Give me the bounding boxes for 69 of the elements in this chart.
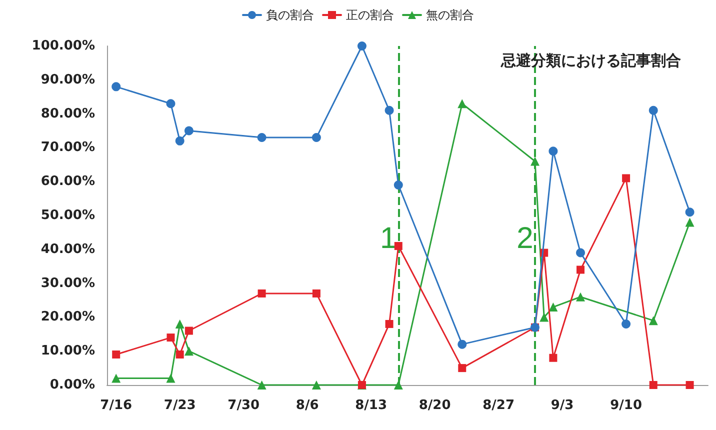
point [257,133,266,142]
point [257,380,266,390]
point [166,99,176,108]
point [175,319,184,328]
legend-label: 無の割合 [426,8,474,22]
y-tick-label: 0.00% [50,378,95,392]
x-tick-label: 8/20 [418,398,451,413]
legend-label: 正の割合 [346,8,394,22]
x-tick-label: 9/3 [550,398,574,413]
point [394,242,402,250]
point [548,302,558,312]
y-tick-label: 70.00% [40,140,95,156]
x-tick-label: 7/30 [228,398,260,413]
point [648,106,658,115]
point [357,42,366,50]
point [385,320,394,328]
x-tick-label: 8/13 [355,398,388,413]
x-tick-label: 8/6 [296,398,319,413]
chart-title: 忌避分類における記事割合 [500,52,681,70]
point [622,319,631,328]
point [394,180,403,190]
point [176,350,184,358]
point [258,289,266,298]
point [384,106,394,115]
point [112,82,121,92]
point [576,292,586,302]
point [458,364,466,372]
y-tick-label: 90.00% [40,72,95,88]
y-tick-label: 10.00% [40,344,95,359]
point [166,374,176,383]
point [540,312,549,322]
point [649,381,658,389]
y-tick-label: 30.00% [40,276,95,291]
y-tick-label: 40.00% [40,242,95,257]
point [312,380,321,390]
point [576,248,586,258]
point [394,380,403,390]
y-tick-label: 20.00% [40,310,95,325]
point [312,133,321,142]
point [312,289,320,298]
point [622,174,630,182]
point [458,99,467,108]
point [184,126,194,136]
y-tick-label: 50.00% [40,208,95,223]
point [686,381,694,389]
point [576,266,585,274]
point [112,350,120,358]
point [166,334,175,342]
y-tick-label: 60.00% [40,174,95,190]
x-tick-label: 8/27 [482,398,515,413]
point [685,218,694,227]
point [685,208,694,217]
point [112,374,121,383]
x-tick-label: 7/16 [100,398,132,413]
x-tick-label: 9/10 [610,398,642,413]
y-tick-label: 100.00% [32,38,95,54]
legend-label: 負の割合 [266,8,314,22]
point [648,316,658,326]
ref-line-label: 1 [380,222,397,255]
point [184,326,193,335]
point [175,136,184,146]
ref-line-label: 2 [516,222,534,255]
point [530,156,540,166]
x-tick-label: 7/23 [164,398,196,413]
point [549,354,558,362]
point [548,146,558,156]
y-tick-label: 80.00% [40,106,95,122]
point [458,340,467,349]
point [184,346,194,356]
